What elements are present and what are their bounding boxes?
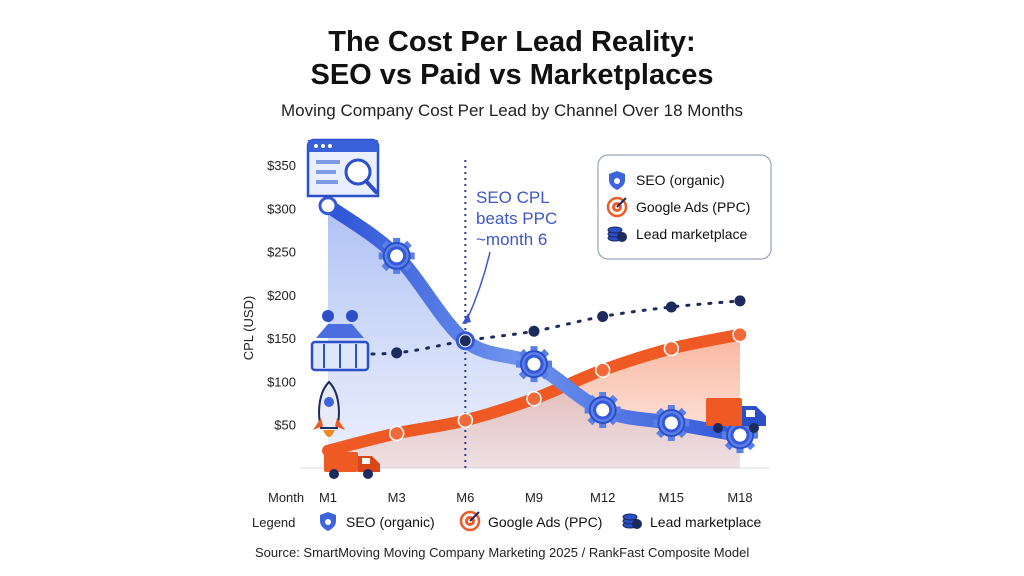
y-tick-label: $50 <box>274 418 296 433</box>
target-icon <box>459 510 481 532</box>
gear-shield-icon <box>609 171 625 190</box>
chart-marks <box>318 196 758 454</box>
chart-title: The Cost Per Lead Reality: SEO vs Paid v… <box>0 26 1024 92</box>
x-tick-label: M12 <box>590 490 615 505</box>
y-tick-label: $100 <box>267 374 296 389</box>
y-tick-label: $200 <box>267 288 296 303</box>
chart-subtitle: Moving Company Cost Per Lead by Channel … <box>280 101 744 120</box>
y-tick-label: $150 <box>267 331 296 346</box>
legend-item-label: Lead marketplace <box>650 514 762 530</box>
x-tick-label: M9 <box>525 490 543 505</box>
y-axis-title: CPL (USD) <box>241 296 256 361</box>
annotation-line-3: ~month 6 <box>476 230 547 249</box>
annotation-line-1: SEO CPL <box>476 188 549 207</box>
coin-stack-icon <box>622 513 642 529</box>
handshake-basket-icon <box>310 310 370 372</box>
marketplace-point <box>597 311 609 322</box>
small-truck-icon <box>324 452 380 479</box>
marketplace-point <box>391 347 403 359</box>
ppc-point <box>388 425 405 442</box>
large-truck-icon <box>706 398 766 433</box>
rocket-icon <box>313 380 345 437</box>
annotation-text: SEO CPL beats PPC ~month 6 <box>476 188 562 249</box>
annotation-line-2: beats PPC <box>476 209 557 228</box>
x-tick-label: M3 <box>388 490 406 505</box>
y-tick-label: $350 <box>267 158 296 173</box>
legend-item-label: SEO (organic) <box>346 514 435 530</box>
legend-top: SEO (organic) Google Ads (PPC) Lead market… <box>606 171 750 242</box>
ppc-point <box>663 340 680 357</box>
x-axis-title: Month <box>268 490 304 505</box>
x-tick-label: M1 <box>319 490 337 505</box>
coin-stack-icon <box>607 226 627 242</box>
x-tick-label: M6 <box>456 490 474 505</box>
legend-item-label: Lead marketplace <box>636 226 748 242</box>
annotation-arrow <box>465 251 491 323</box>
seo-point <box>378 237 415 274</box>
title-line-2: SEO vs Paid vs Marketplaces <box>310 59 714 91</box>
legend-item-label: Google Ads (PPC) <box>636 199 750 215</box>
source-note: Source: SmartMoving Moving Company Marke… <box>255 545 750 560</box>
ppc-point <box>732 326 748 343</box>
legend-box <box>597 154 772 260</box>
marketplace-point <box>734 295 746 307</box>
ppc-point <box>594 362 611 378</box>
ppc-point <box>526 390 542 407</box>
legend-item-label: Google Ads (PPC) <box>488 514 602 530</box>
seo-point <box>318 196 338 216</box>
seo-point <box>722 417 758 454</box>
annotation-arrowhead <box>462 313 471 324</box>
y-tick-label: $250 <box>267 245 296 260</box>
marketplace-point <box>665 301 677 313</box>
browser-search-icon <box>306 138 380 198</box>
target-icon <box>606 196 628 218</box>
legend-item-label: SEO (organic) <box>636 172 725 188</box>
marketplace-point <box>528 325 540 337</box>
x-tick-labels: M1 M3 M6 M9 M12 M15 M18 <box>319 490 753 505</box>
title-line-1: The Cost Per Lead Reality: <box>328 26 696 58</box>
gear-shield-icon <box>320 512 336 531</box>
seo-area <box>328 205 740 468</box>
seo-point <box>584 391 621 428</box>
y-tick-label: $300 <box>267 201 296 216</box>
y-tick-labels: $50 $100 $150 $200 $250 $300 $350 <box>267 158 296 433</box>
legend-bottom: SEO (organic) Google Ads (PPC) Lead market… <box>320 510 762 532</box>
seo-point <box>653 404 690 441</box>
legend-row-title: Legend <box>252 515 295 530</box>
seo-point <box>516 346 552 383</box>
x-tick-label: M18 <box>727 490 752 505</box>
marketplace-point <box>459 335 471 347</box>
x-tick-label: M15 <box>659 490 684 505</box>
ppc-point <box>457 412 474 429</box>
